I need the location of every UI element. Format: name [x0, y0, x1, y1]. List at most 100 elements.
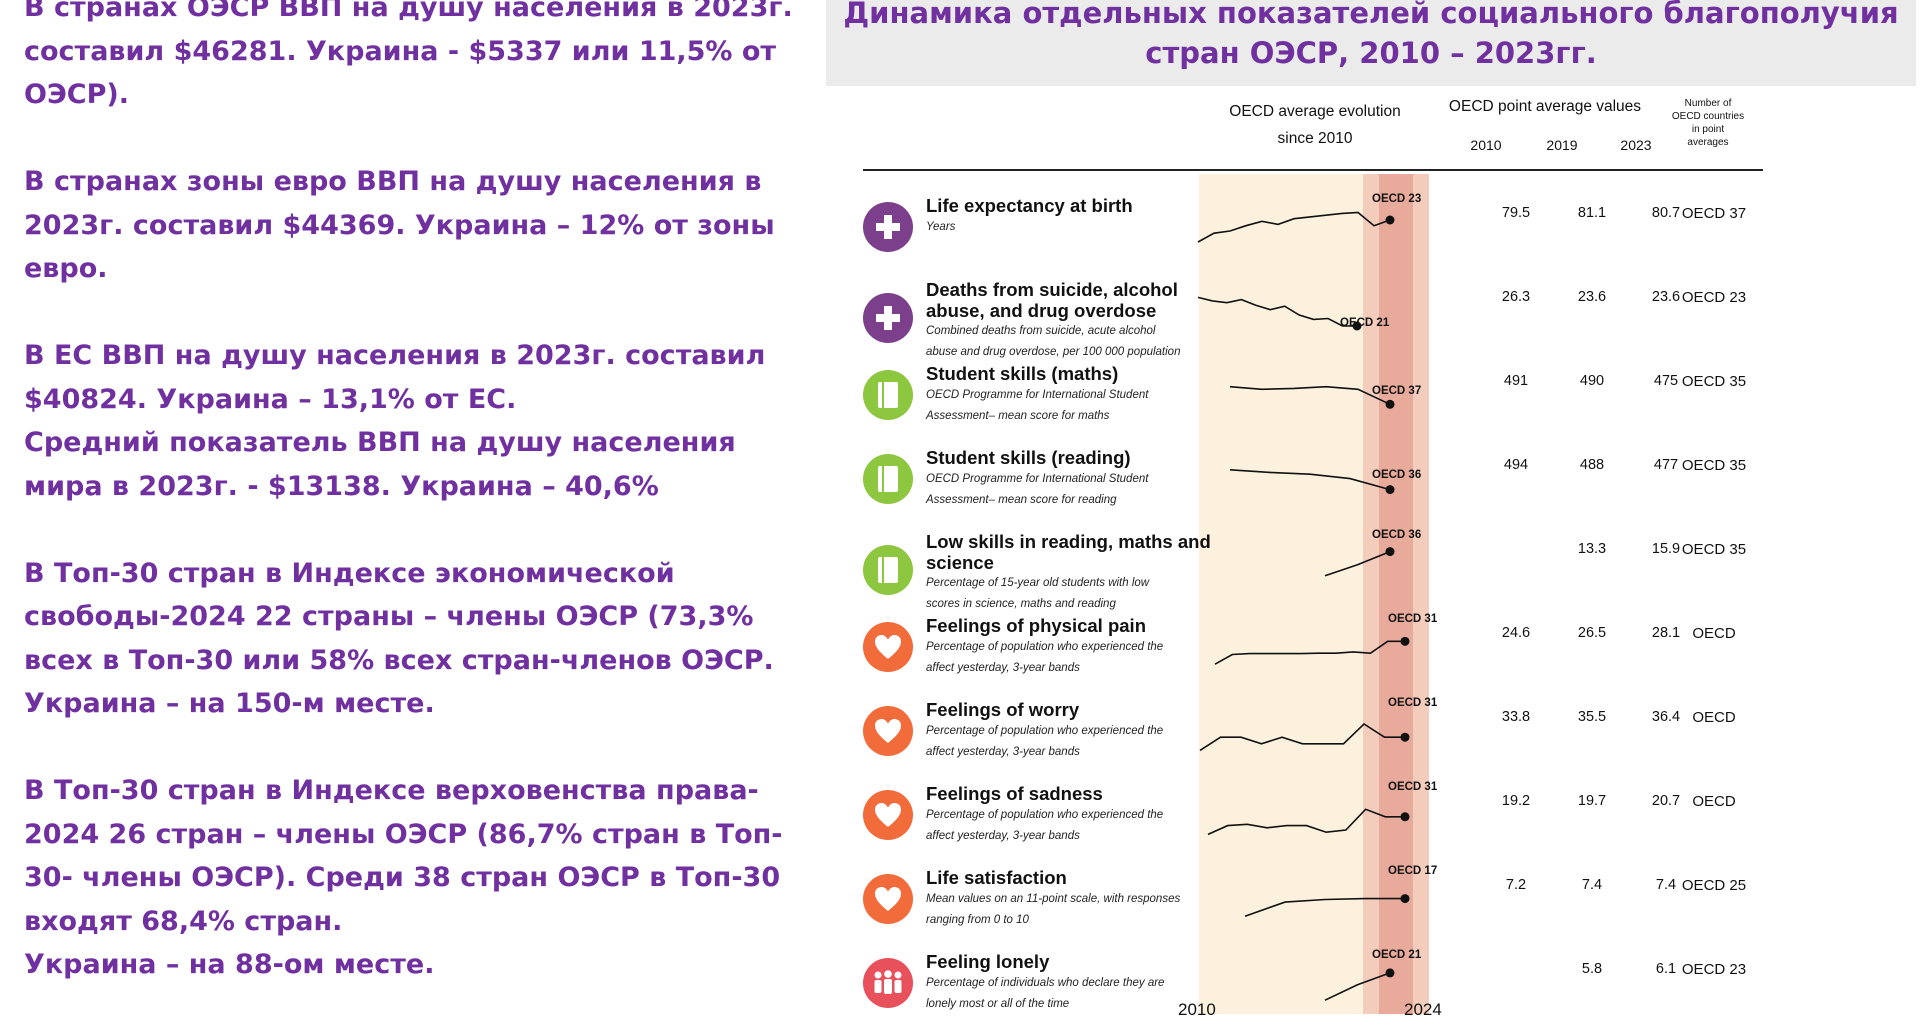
cross-icon [863, 202, 913, 252]
indicator-name: Student skills (maths) [926, 363, 1119, 384]
country-count: OECD 23 [1681, 961, 1747, 978]
country-count: OECD 23 [1681, 289, 1747, 306]
value-2019: 490 [1579, 373, 1605, 389]
country-count: OECD [1692, 625, 1736, 642]
people-icon [863, 958, 913, 1008]
cross-icon [863, 293, 913, 343]
evolution-header-1: OECD average evolution [1229, 103, 1401, 120]
country-count: OECD 35 [1681, 373, 1747, 390]
header-rule [863, 169, 1763, 171]
oecd-coverage-label: OECD 31 [1388, 781, 1438, 793]
country-count: OECD 25 [1681, 877, 1747, 894]
value-2019: 5.8 [1581, 961, 1603, 977]
book-icon [863, 454, 913, 504]
oecd-coverage-label: OECD 31 [1388, 697, 1438, 709]
oecd-coverage-label: OECD 37 [1372, 385, 1422, 397]
indicator-row: Feelings of physical pain Percentage of p… [860, 613, 1740, 699]
indicator-row: Feelings of worry Percentage of populatio… [860, 697, 1740, 783]
value-2010: 19.2 [1501, 793, 1531, 809]
value-2023: 20.7 [1651, 793, 1681, 809]
indicator-name: Low skills in reading, maths and science [926, 531, 1211, 573]
oecd-coverage-label: OECD 31 [1388, 613, 1438, 625]
oecd-coverage-label: OECD 36 [1372, 469, 1422, 481]
value-2019: 7.4 [1581, 877, 1603, 893]
country-count: OECD 35 [1681, 457, 1747, 474]
indicator-description: OECD Programme for International Student… [926, 473, 1149, 506]
indicator-row: Life expectancy at birth Years OECD 23 79.5… [860, 193, 1746, 279]
indicator-row: Student skills (maths) OECD Programme for… [860, 363, 1746, 447]
indicator-name: Life satisfaction [926, 867, 1067, 888]
title-line-2: стран ОЭСР, 2010 – 2023гг. [1145, 36, 1597, 70]
value-2010: 33.8 [1501, 709, 1531, 725]
value-2010: 7.2 [1505, 877, 1527, 893]
indicator-name: Feeling lonely [926, 951, 1050, 972]
heart-icon [863, 874, 913, 924]
value-2019: 488 [1579, 457, 1605, 473]
value-2019: 81.1 [1577, 205, 1607, 221]
left-text-block: В странах ОЭСР ВВП на душу населения в 2… [24, 0, 804, 987]
paragraph-economic-freedom: В Топ-30 стран в Индексе экономической с… [24, 557, 774, 720]
country-count: OECD [1692, 709, 1736, 726]
indicator-description: Percentage of 15-year old students with … [926, 577, 1150, 610]
value-2010: 79.5 [1501, 205, 1531, 221]
paragraph-eu-gdp: В ЕС ВВП на душу населения в 2023г. сост… [24, 340, 766, 502]
indicator-row: Student skills (reading) OECD Programme f… [860, 447, 1746, 531]
axis-start-year: 2010 [1178, 1000, 1216, 1019]
chart-title-box: Динамика отдельных показателей социально… [826, 0, 1916, 86]
value-2023: 36.4 [1651, 709, 1681, 725]
value-2023: 80.7 [1651, 205, 1681, 221]
heart-icon [863, 622, 913, 672]
indicator-description: Percentage of individuals who declare th… [926, 977, 1165, 1010]
point-average-header: OECD point average values [1448, 98, 1642, 115]
paragraph-oecd-gdp: В странах ОЭСР ВВП на душу населения в 2… [24, 0, 793, 110]
indicator-description: Percentage of population who experienced… [926, 641, 1164, 674]
value-2023: 6.1 [1655, 961, 1677, 977]
value-2019: 23.6 [1577, 289, 1607, 305]
indicator-description: Percentage of population who experienced… [926, 809, 1164, 842]
value-2019: 26.5 [1577, 625, 1607, 641]
recent-years-band-core [1379, 174, 1413, 1014]
indicator-row: Low skills in reading, maths and science… [860, 529, 1746, 615]
value-2023: 7.4 [1655, 877, 1677, 893]
value-2023: 28.1 [1651, 625, 1681, 641]
value-2019: 19.7 [1577, 793, 1607, 809]
indicator-name: Deaths from suicide, alcohol abuse, and … [926, 279, 1178, 321]
axis-end-year: 2024 [1404, 1000, 1442, 1019]
indicator-name: Feelings of sadness [926, 783, 1103, 804]
year-header-2010: 2010 [1470, 137, 1502, 153]
country-count: OECD 35 [1681, 541, 1747, 558]
indicator-name: Student skills (reading) [926, 447, 1131, 468]
year-header-2019: 2019 [1546, 137, 1578, 153]
paragraph-euro-gdp: В странах зоны евро ВВП на душу населени… [24, 166, 775, 284]
indicator-description: Mean values on an 11-point scale, with r… [926, 893, 1181, 926]
indicator-row: Feeling lonely Percentage of individuals … [860, 949, 1746, 1035]
book-icon [863, 370, 913, 420]
value-2010: 24.6 [1501, 625, 1531, 641]
year-header-2023: 2023 [1620, 137, 1652, 153]
oecd-coverage-label: OECD 21 [1372, 949, 1422, 961]
indicator-name: Feelings of physical pain [926, 615, 1146, 636]
value-2023: 15.9 [1651, 541, 1681, 557]
indicator-name: Feelings of worry [926, 699, 1080, 720]
heart-icon [863, 706, 913, 756]
indicator-row: Deaths from suicide, alcohol abuse, and … [860, 279, 1746, 363]
country-count-header: Number of OECD countries in point averag… [1671, 98, 1745, 148]
evolution-header-2: since 2010 [1277, 130, 1353, 147]
value-2019: 35.5 [1577, 709, 1607, 725]
indicator-row: Feelings of sadness Percentage of populat… [860, 781, 1740, 867]
indicator-description: Combined deaths from suicide, acute alco… [926, 325, 1181, 358]
country-count: OECD 37 [1681, 205, 1747, 222]
heart-icon [863, 790, 913, 840]
value-2010: 26.3 [1501, 289, 1531, 305]
value-2019: 13.3 [1577, 541, 1607, 557]
oecd-coverage-label: OECD 17 [1388, 865, 1438, 877]
oecd-coverage-label: OECD 21 [1340, 317, 1390, 329]
indicator-row: Life satisfaction Mean values on an 11-po… [860, 865, 1746, 951]
oecd-coverage-label: OECD 23 [1372, 193, 1422, 205]
indicator-description: OECD Programme for International Student… [926, 389, 1149, 422]
indicator-name: Life expectancy at birth [926, 195, 1133, 216]
value-2023: 477 [1653, 457, 1679, 473]
value-2023: 23.6 [1651, 289, 1681, 305]
book-icon [863, 545, 913, 595]
value-2010: 494 [1503, 457, 1529, 473]
